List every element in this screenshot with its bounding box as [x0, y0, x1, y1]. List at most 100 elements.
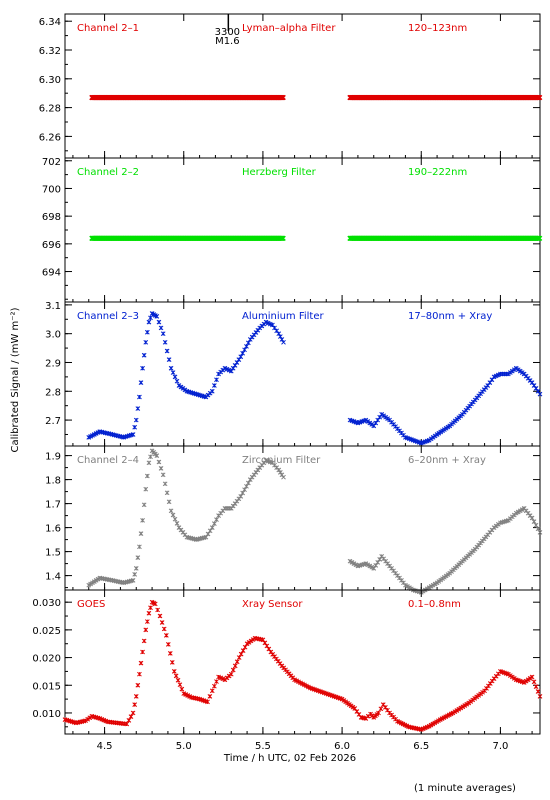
data-point: [234, 659, 240, 665]
panel-ch24: 1.4 1.5 1.6 1.7 1.8 1.9 Channel 2–4 Zirconium F…: [45, 445, 543, 595]
footnote: (1 minute averages): [414, 783, 516, 794]
data-point: [162, 339, 168, 345]
data-point: [172, 374, 178, 380]
y-tick-label: 2.7: [45, 416, 61, 427]
data-point: [537, 235, 543, 241]
data-point: [133, 693, 139, 699]
data-point: [537, 693, 543, 699]
data-point: [133, 417, 139, 423]
data-point: [531, 679, 537, 685]
data-point: [143, 339, 149, 345]
data-point: [209, 525, 215, 530]
data-point: [214, 679, 219, 684]
data-point: [165, 642, 171, 647]
data-point: [158, 466, 164, 471]
panel-filter-label: Herzberg Filter: [242, 167, 317, 178]
x-tick-label: 6.0: [334, 741, 350, 752]
data-point: [160, 472, 166, 478]
data-point: [240, 648, 246, 653]
data-point: [144, 619, 150, 624]
y-tick-label: 6.32: [39, 46, 61, 57]
panel-filter-label: Zirconium Filter: [242, 455, 321, 466]
data-point: [164, 348, 170, 354]
data-point: [238, 354, 244, 360]
data-point: [529, 515, 535, 521]
data-point: [143, 486, 149, 492]
y-tick-label: 700: [42, 184, 61, 195]
data-point: [207, 693, 213, 699]
data-point: [143, 627, 149, 633]
data-point: [244, 343, 249, 349]
panel-ch23: 2.7 2.8 2.9 3.0 3.1 Channel 2–3 Aluminium Filt…: [45, 301, 543, 447]
y-tick-label: 1.9: [45, 452, 61, 463]
data-point: [230, 667, 236, 673]
y-tick-label: 6.30: [39, 75, 61, 86]
panel-filter-label: Xray Sensor: [242, 599, 303, 610]
data-point: [533, 522, 539, 528]
x-tick-label: 4.5: [97, 741, 113, 752]
panel-ch22: 694 696 698 700 702 Channel 2–2 Herzberg Filte…: [42, 157, 543, 303]
data-point: [166, 357, 172, 362]
data-point: [171, 669, 177, 674]
flare-marker-label-bottom: M1.6: [215, 36, 240, 47]
data-point: [141, 638, 147, 644]
data-point: [140, 649, 145, 655]
data-point: [140, 518, 145, 523]
data-point: [138, 660, 144, 666]
data-point: [144, 473, 150, 479]
x-tick-label: 7.0: [492, 741, 508, 752]
data-point: [170, 512, 176, 518]
y-tick-label: 0.020: [32, 654, 61, 665]
data-point: [172, 516, 178, 522]
y-tick-label: 1.7: [45, 500, 61, 511]
panel-filter-label: Aluminium Filter: [242, 311, 325, 322]
data-point: [281, 95, 286, 100]
data-point: [148, 454, 153, 460]
data-point: [174, 378, 180, 384]
data-point: [126, 717, 132, 723]
data-point: [146, 460, 152, 466]
panel-band-label: 190–222nm: [408, 167, 467, 178]
flare-marker: 3300 M1.6: [215, 14, 240, 47]
panel-ch21: 6.26 6.28 6.30 6.32 6.34 Channel 2–1 Lyman–alp…: [39, 13, 543, 159]
data-point: [167, 651, 173, 656]
data-point: [130, 710, 136, 716]
data-point: [228, 671, 234, 677]
data-point: [135, 682, 141, 688]
data-point: [169, 660, 175, 665]
data-point: [179, 686, 185, 692]
y-tick-label: 0.010: [32, 709, 61, 720]
data-point: [209, 688, 215, 694]
data-point: [177, 682, 183, 688]
x-tick-label: 5.5: [255, 741, 271, 752]
data-point: [236, 655, 242, 660]
panel-channel-label: Channel 2–4: [77, 455, 139, 466]
y-tick-label: 6.26: [39, 132, 61, 143]
data-point: [281, 339, 286, 345]
data-point: [164, 490, 170, 496]
panel-goes: 0.010 0.015 0.020 0.025 0.030 GOES Xray Sensor…: [32, 589, 543, 735]
y-tick-label: 698: [42, 212, 61, 223]
data-point: [209, 388, 215, 394]
y-tick-label: 0.030: [32, 598, 61, 609]
data-point: [137, 671, 142, 677]
data-point: [157, 613, 163, 619]
data-point: [146, 610, 152, 616]
y-tick-label: 2.8: [45, 387, 61, 398]
y-tick-label: 0.025: [32, 626, 61, 637]
data-point: [148, 605, 153, 611]
data-point: [140, 365, 145, 371]
data-point: [212, 383, 217, 388]
data-point: [163, 633, 169, 638]
y-tick-label: 1.6: [45, 524, 61, 535]
data-point: [214, 377, 219, 383]
y-tick-label: 1.8: [45, 476, 61, 487]
data-point: [132, 572, 138, 577]
x-axis-title: Time / h UTC, 02 Feb 2026: [223, 753, 356, 764]
data-point: [152, 601, 158, 607]
data-point: [537, 391, 543, 397]
data-point: [160, 331, 166, 337]
y-tick-label: 696: [42, 240, 61, 251]
data-point: [161, 626, 167, 632]
